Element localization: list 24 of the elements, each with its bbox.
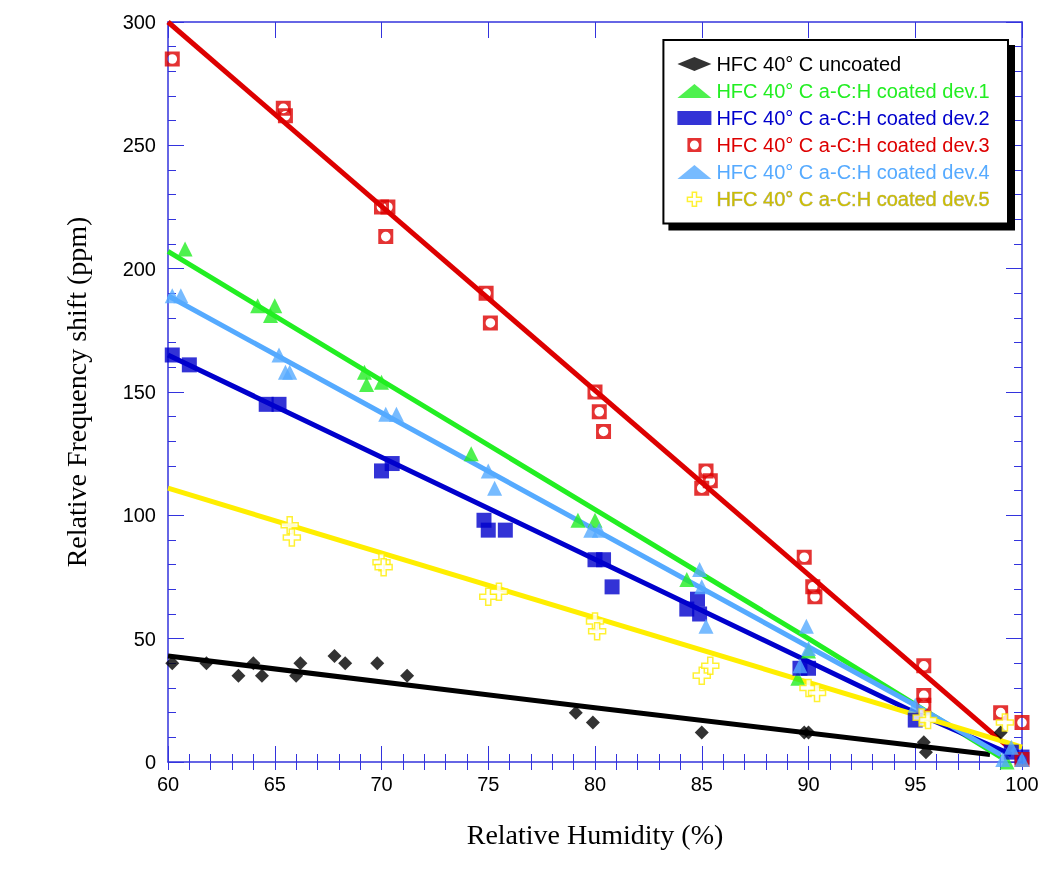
x-tick-label: 95 [904,773,927,795]
x-tick-label: 85 [690,773,713,795]
y-tick-label: 150 [122,381,156,403]
legend-label: HFC 40° C uncoated [716,53,902,75]
x-tick-label: 70 [370,773,393,795]
x-tick-label: 100 [1005,773,1039,795]
y-axis-title: Relative Frequency shift (ppm) [60,216,92,568]
x-tick-label: 75 [477,773,500,795]
x-tick-label: 60 [156,773,180,795]
y-tick-label: 200 [122,257,156,280]
y-tick-label: 0 [144,751,156,773]
x-tick-label: 90 [797,773,820,795]
legend-label: HFC 40° C a-C:H coated dev.5 [716,188,990,211]
y-tick-label: 300 [122,11,156,33]
x-tick-label: 80 [583,773,607,795]
legend-label: HFC 40° C a-C:H coated dev.2 [716,107,990,129]
x-tick-label: 65 [263,773,286,795]
legend-label: HFC 40° C a-C:H coated dev.3 [716,134,990,156]
x-axis-title: Relative Humidity (%) [466,818,724,850]
y-tick-label: 100 [122,504,156,527]
y-tick-label: 250 [122,134,156,157]
legend-label: HFC 40° C a-C:H coated dev.4 [716,161,990,183]
y-tick-label: 50 [133,627,156,650]
legend-label: HFC 40° C a-C:H coated dev.1 [716,80,990,102]
